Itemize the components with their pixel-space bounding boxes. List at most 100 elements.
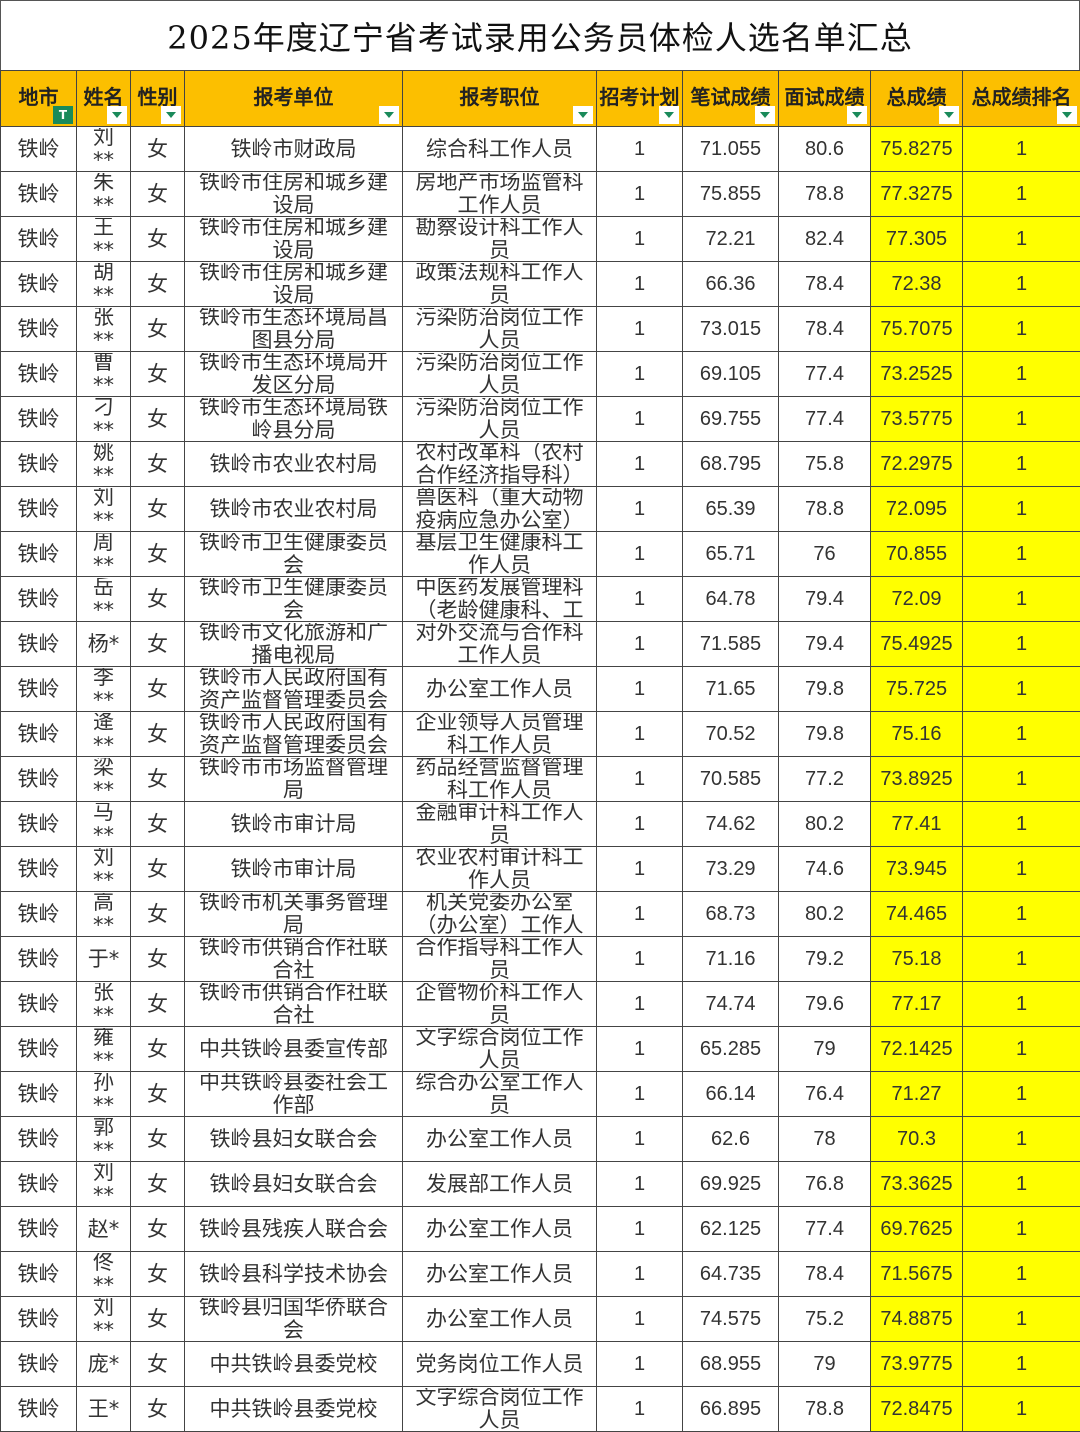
cell-interview[interactable]: 77.2 [779,757,871,802]
cell-gender[interactable]: 女 [131,577,185,622]
cell-city[interactable]: 铁岭 [1,1297,77,1342]
cell-interview[interactable]: 78.8 [779,487,871,532]
cell-total[interactable]: 77.17 [871,982,963,1027]
cell-total[interactable]: 77.3275 [871,172,963,217]
cell-interview[interactable]: 80.2 [779,892,871,937]
cell-total[interactable]: 72.2975 [871,442,963,487]
cell-plan[interactable]: 1 [597,1207,683,1252]
cell-name[interactable]: 马** [77,802,131,847]
cell-city[interactable]: 铁岭 [1,172,77,217]
column-header-plan[interactable]: 招考计划 [597,71,683,127]
cell-position[interactable]: 综合科工作人员 [403,127,597,172]
cell-name[interactable]: 庞* [77,1342,131,1387]
cell-total[interactable]: 73.8925 [871,757,963,802]
cell-name[interactable]: 胡** [77,262,131,307]
cell-rank[interactable]: 1 [963,442,1080,487]
cell-total[interactable]: 74.8875 [871,1297,963,1342]
cell-plan[interactable]: 1 [597,1252,683,1297]
cell-city[interactable]: 铁岭 [1,1342,77,1387]
cell-rank[interactable]: 1 [963,1252,1080,1297]
cell-interview[interactable]: 79.2 [779,937,871,982]
cell-gender[interactable]: 女 [131,712,185,757]
cell-written[interactable]: 68.795 [683,442,779,487]
cell-unit[interactable]: 铁岭县科学技术协会 [185,1252,403,1297]
cell-gender[interactable]: 女 [131,487,185,532]
cell-total[interactable]: 73.945 [871,847,963,892]
cell-unit[interactable]: 铁岭市审计局 [185,802,403,847]
cell-position[interactable]: 企管物价科工作人员 [403,982,597,1027]
cell-plan[interactable]: 1 [597,172,683,217]
cell-position[interactable]: 企业领导人员管理科工作人员 [403,712,597,757]
cell-unit[interactable]: 铁岭县妇女联合会 [185,1117,403,1162]
cell-interview[interactable]: 77.4 [779,1207,871,1252]
cell-plan[interactable]: 1 [597,262,683,307]
cell-gender[interactable]: 女 [131,307,185,352]
cell-written[interactable]: 64.735 [683,1252,779,1297]
cell-gender[interactable]: 女 [131,1297,185,1342]
cell-name[interactable]: 姚** [77,442,131,487]
cell-city[interactable]: 铁岭 [1,757,77,802]
cell-plan[interactable]: 1 [597,577,683,622]
column-header-position[interactable]: 报考职位 [403,71,597,127]
cell-position[interactable]: 对外交流与合作科工作人员 [403,622,597,667]
cell-gender[interactable]: 女 [131,1027,185,1072]
cell-written[interactable]: 71.65 [683,667,779,712]
cell-plan[interactable]: 1 [597,1027,683,1072]
cell-unit[interactable]: 中共铁岭县委社会工作部 [185,1072,403,1117]
cell-plan[interactable]: 1 [597,1072,683,1117]
cell-total[interactable]: 73.3625 [871,1162,963,1207]
cell-written[interactable]: 69.105 [683,352,779,397]
cell-city[interactable]: 铁岭 [1,847,77,892]
cell-rank[interactable]: 1 [963,1342,1080,1387]
filter-dropdown-icon[interactable] [161,106,181,124]
cell-city[interactable]: 铁岭 [1,712,77,757]
cell-name[interactable]: 曹** [77,352,131,397]
cell-interview[interactable]: 78.4 [779,1252,871,1297]
cell-name[interactable]: 刘** [77,847,131,892]
cell-gender[interactable]: 女 [131,172,185,217]
cell-rank[interactable]: 1 [963,487,1080,532]
cell-unit[interactable]: 铁岭市生态环境局昌图县分局 [185,307,403,352]
cell-total[interactable]: 70.855 [871,532,963,577]
cell-name[interactable]: 杨* [77,622,131,667]
cell-unit[interactable]: 铁岭县残疾人联合会 [185,1207,403,1252]
cell-interview[interactable]: 79.4 [779,622,871,667]
cell-written[interactable]: 73.015 [683,307,779,352]
cell-unit[interactable]: 铁岭市供销合作社联合社 [185,982,403,1027]
cell-written[interactable]: 72.21 [683,217,779,262]
cell-written[interactable]: 69.755 [683,397,779,442]
cell-unit[interactable]: 铁岭市供销合作社联合社 [185,937,403,982]
cell-city[interactable]: 铁岭 [1,352,77,397]
cell-unit[interactable]: 中共铁岭县委党校 [185,1342,403,1387]
cell-city[interactable]: 铁岭 [1,1252,77,1297]
cell-written[interactable]: 65.285 [683,1027,779,1072]
cell-gender[interactable]: 女 [131,532,185,577]
column-header-written[interactable]: 笔试成绩 [683,71,779,127]
cell-total[interactable]: 70.3 [871,1117,963,1162]
cell-written[interactable]: 62.6 [683,1117,779,1162]
cell-plan[interactable]: 1 [597,397,683,442]
cell-plan[interactable]: 1 [597,442,683,487]
cell-city[interactable]: 铁岭 [1,487,77,532]
cell-city[interactable]: 铁岭 [1,1072,77,1117]
cell-position[interactable]: 污染防治岗位工作人员 [403,397,597,442]
cell-total[interactable]: 74.465 [871,892,963,937]
column-header-total[interactable]: 总成绩 [871,71,963,127]
cell-written[interactable]: 75.855 [683,172,779,217]
cell-plan[interactable]: 1 [597,532,683,577]
cell-name[interactable]: 雍** [77,1027,131,1072]
cell-written[interactable]: 74.62 [683,802,779,847]
cell-rank[interactable]: 1 [963,847,1080,892]
cell-total[interactable]: 71.5675 [871,1252,963,1297]
cell-total[interactable]: 69.7625 [871,1207,963,1252]
cell-written[interactable]: 66.14 [683,1072,779,1117]
cell-position[interactable]: 文字综合岗位工作人员 [403,1027,597,1072]
cell-city[interactable]: 铁岭 [1,217,77,262]
cell-plan[interactable]: 1 [597,127,683,172]
cell-unit[interactable]: 铁岭市机关事务管理局 [185,892,403,937]
cell-rank[interactable]: 1 [963,1072,1080,1117]
filter-dropdown-icon[interactable] [379,106,399,124]
cell-plan[interactable]: 1 [597,712,683,757]
cell-name[interactable]: 高** [77,892,131,937]
cell-gender[interactable]: 女 [131,397,185,442]
